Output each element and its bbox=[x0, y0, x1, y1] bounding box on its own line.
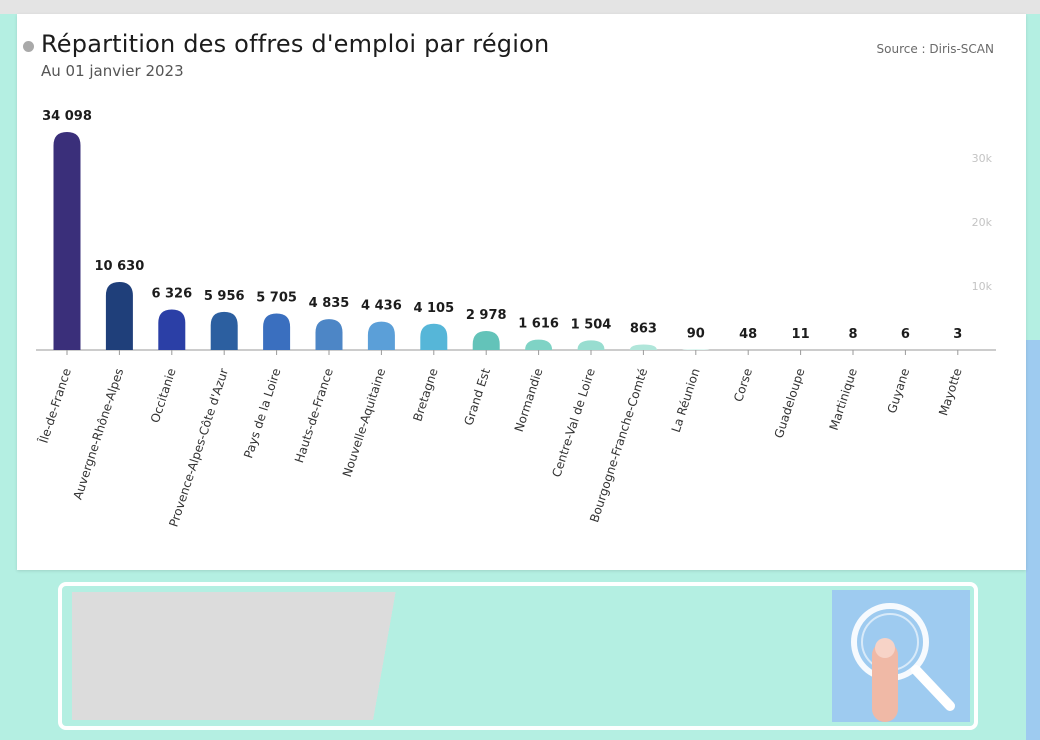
bar-5 bbox=[315, 319, 343, 350]
category-label-11: Bourgogne-Franche-Comté bbox=[587, 367, 650, 525]
bar-12 bbox=[682, 349, 710, 350]
category-label-0: Île-de-France bbox=[35, 366, 74, 446]
value-label-17: 3 bbox=[953, 327, 962, 342]
category-label-1: Auvergne-Rhône-Alpes bbox=[71, 367, 127, 502]
category-label-3: Provence-Alpes-Côte d'Azur bbox=[166, 367, 231, 529]
category-label-12: La Réunion bbox=[669, 367, 703, 435]
value-label-3: 5 956 bbox=[204, 289, 245, 304]
category-label-14: Guadeloupe bbox=[772, 367, 808, 440]
category-label-15: Martinique bbox=[827, 367, 860, 432]
value-label-11: 863 bbox=[630, 321, 657, 336]
bar-chart: 10k 20k 30k 34 098 Île-de-France 10 630 Auverg… bbox=[35, 109, 996, 529]
value-label-4: 5 705 bbox=[256, 291, 297, 306]
y-tick-label-2: 30k bbox=[972, 152, 993, 165]
category-label-7: Bretagne bbox=[410, 367, 440, 424]
value-label-10: 1 504 bbox=[571, 317, 612, 332]
chart-source: Source : Diris-SCAN bbox=[876, 42, 995, 56]
bar-7 bbox=[420, 323, 448, 350]
category-label-16: Guyane bbox=[885, 367, 913, 415]
category-label-8: Grand Est bbox=[461, 366, 493, 427]
bar-10 bbox=[577, 340, 605, 350]
value-label-12: 90 bbox=[687, 326, 705, 341]
value-label-6: 4 436 bbox=[361, 299, 402, 314]
y-tick-label-0: 10k bbox=[972, 280, 993, 293]
value-label-1: 10 630 bbox=[95, 259, 145, 274]
category-label-9: Normandie bbox=[512, 367, 546, 434]
value-label-5: 4 835 bbox=[309, 296, 350, 311]
bar-1 bbox=[105, 282, 133, 350]
value-label-14: 11 bbox=[792, 327, 810, 342]
category-label-2: Occitanie bbox=[148, 367, 179, 425]
bar-6 bbox=[367, 321, 395, 350]
search-bar bbox=[58, 582, 978, 730]
category-label-4: Pays de la Loire bbox=[241, 367, 283, 460]
bar-11 bbox=[629, 344, 657, 350]
top-strip bbox=[0, 0, 1040, 14]
value-label-13: 48 bbox=[739, 327, 757, 342]
value-label-15: 8 bbox=[848, 327, 857, 342]
value-label-7: 4 105 bbox=[413, 301, 454, 316]
category-label-13: Corse bbox=[731, 367, 755, 404]
chart-subtitle: Au 01 janvier 2023 bbox=[41, 62, 184, 80]
value-label-2: 6 326 bbox=[151, 287, 192, 302]
value-label-16: 6 bbox=[901, 327, 910, 342]
value-label-9: 1 616 bbox=[518, 317, 559, 332]
value-label-0: 34 098 bbox=[42, 109, 92, 124]
title-bullet-icon bbox=[23, 41, 34, 52]
bar-8 bbox=[472, 330, 500, 350]
bar-9 bbox=[525, 339, 553, 350]
bar-3 bbox=[210, 311, 238, 350]
magnifier-icon bbox=[851, 603, 955, 722]
bar-4 bbox=[263, 313, 291, 350]
category-label-5: Hauts-de-France bbox=[292, 367, 336, 465]
category-label-17: Mayotte bbox=[936, 367, 964, 418]
chart-card bbox=[17, 14, 1026, 570]
bar-2 bbox=[158, 309, 186, 350]
chart-title: Répartition des offres d'emploi par régi… bbox=[41, 30, 550, 58]
category-label-10: Centre-Val de Loire bbox=[549, 367, 597, 479]
bar-0 bbox=[53, 132, 81, 350]
search-input[interactable] bbox=[72, 592, 820, 720]
value-label-8: 2 978 bbox=[466, 308, 507, 323]
category-label-6: Nouvelle-Aquitaine bbox=[340, 367, 388, 479]
right-decor-strip bbox=[1026, 340, 1040, 740]
search-button[interactable] bbox=[832, 590, 970, 722]
y-tick-label-1: 20k bbox=[972, 216, 993, 229]
